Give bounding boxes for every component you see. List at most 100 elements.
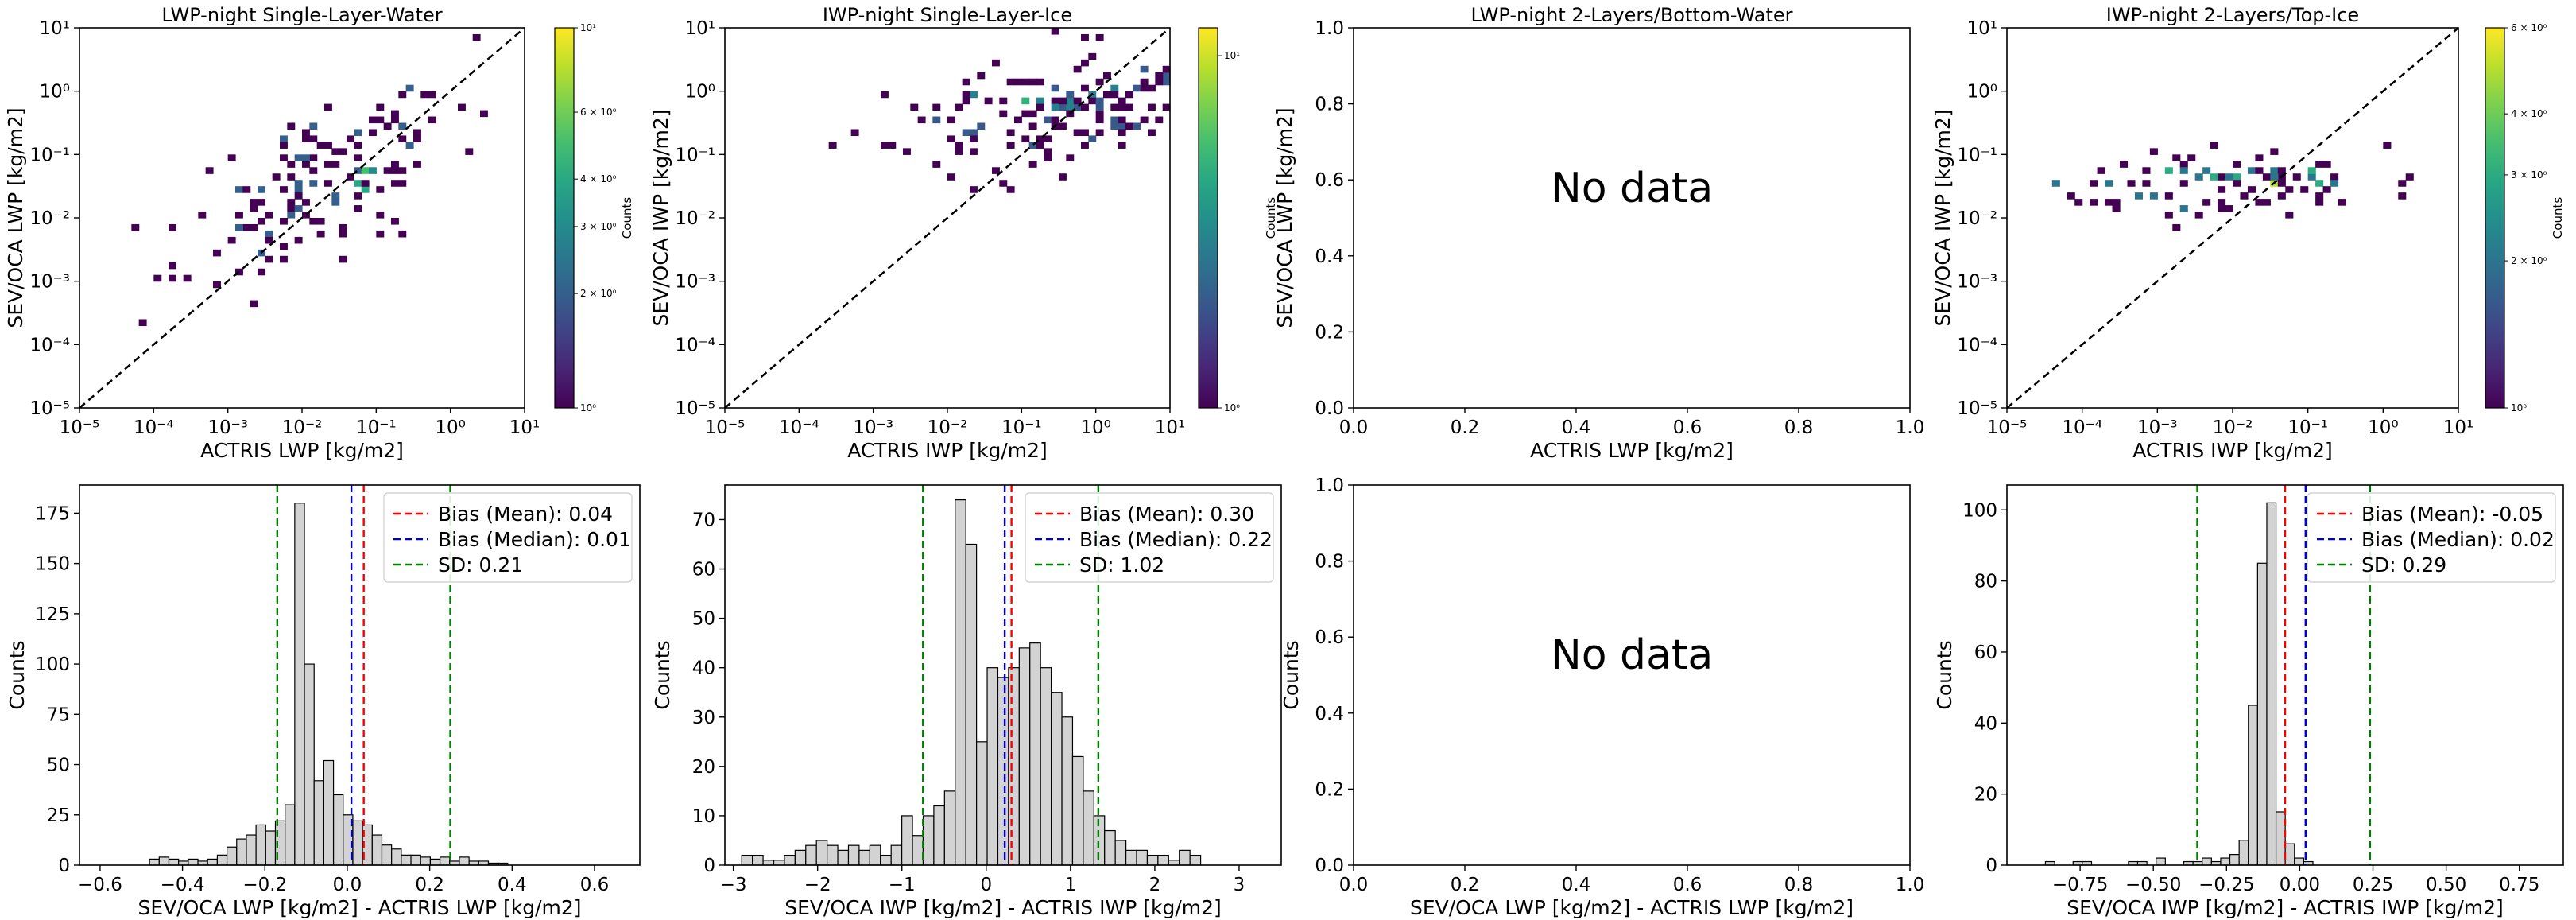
heatmap-cell <box>213 249 221 257</box>
histogram-bar <box>1168 860 1180 866</box>
heatmap-cell <box>398 122 407 130</box>
heatmap-cell <box>235 223 243 231</box>
heatmap-cell <box>309 218 318 225</box>
heatmap-cell <box>1103 91 1111 99</box>
plot-frame <box>79 484 641 866</box>
x-tick-label: 10¹ <box>2443 417 2474 438</box>
histogram-bar <box>149 858 160 866</box>
heatmap-cell <box>2187 154 2196 161</box>
heatmap-cell <box>1028 122 1037 130</box>
x-axis-label: SEV/OCA LWP [kg/m2] - ACTRIS LWP [kg/m2] <box>138 896 581 919</box>
heatmap-cell <box>280 186 288 193</box>
colorbar-tick-label: 10¹ <box>1224 50 1240 61</box>
y-tick-label: 10⁻⁵ <box>1957 398 1997 419</box>
heatmap-cell <box>258 268 265 276</box>
y-tick-label: 1.0 <box>1315 18 1344 39</box>
heatmap-cell <box>428 91 436 99</box>
heatmap-cell <box>962 97 970 105</box>
y-tick-label: 0.2 <box>1315 779 1344 800</box>
y-tick-label: 0.6 <box>1315 627 1344 648</box>
heatmap-cell <box>324 142 332 149</box>
heatmap-cell <box>2164 167 2173 174</box>
colorbar-tick-label: 6 × 10⁰ <box>2511 22 2547 33</box>
x-tick-label: −2 <box>804 875 831 895</box>
heatmap-cell <box>265 255 273 263</box>
y-tick-label: 10⁻⁵ <box>675 398 715 419</box>
histogram-bar <box>986 667 999 866</box>
histogram-bar <box>207 858 219 866</box>
y-axis-label: SEV/OCA IWP [kg/m2] <box>649 109 672 326</box>
heatmap-cell <box>2179 167 2188 174</box>
x-tick-label: 0.6 <box>1673 875 1702 895</box>
colorbar: 10⁰ 2 × 10⁰ 3 × 10⁰ 4 × 10⁰ 6 × 10⁰ Counts <box>2485 22 2565 413</box>
heatmap-cell <box>1073 129 1082 137</box>
heatmap-cell <box>962 129 970 137</box>
histogram-bar <box>827 844 839 866</box>
y-tick-label: 25 <box>47 805 70 826</box>
legend-entry: Bias (Mean): -0.05 <box>2361 503 2543 526</box>
heatmap-cell <box>347 135 354 142</box>
heatmap-cell <box>1140 78 1149 86</box>
heatmap-cell <box>1081 103 1089 111</box>
heatmap-cell <box>331 148 340 155</box>
heatmap-cell <box>2322 186 2331 193</box>
histogram-bar <box>794 849 807 866</box>
x-axis-label: SEV/OCA LWP [kg/m2] - ACTRIS LWP [kg/m2] <box>1410 896 1854 919</box>
heatmap-cell <box>1051 97 1059 105</box>
histogram-bar <box>933 805 945 866</box>
histogram-bar <box>943 790 956 866</box>
heatmap-cell <box>361 186 370 193</box>
heatmap-cell <box>294 192 303 200</box>
heatmap-cell <box>2277 180 2286 187</box>
x-tick-label: 0.0 <box>1339 417 1369 438</box>
legend-entry: SD: 1.02 <box>1079 553 1164 576</box>
histogram-bar <box>168 858 180 866</box>
legend-entry: SD: 0.21 <box>438 553 523 576</box>
heatmap-cell <box>970 148 978 155</box>
heatmap-cell <box>331 192 340 200</box>
heatmap-cell <box>1162 72 1171 80</box>
y-tick-label: 0 <box>703 856 715 876</box>
histogram-bar <box>255 824 266 866</box>
heatmap-cell <box>2067 192 2075 200</box>
y-tick-label: 10⁻³ <box>675 272 715 293</box>
heatmap-cell <box>316 230 325 238</box>
histogram-bar <box>1136 849 1149 866</box>
heatmap-cell <box>1021 78 1030 86</box>
heatmap-cell <box>347 173 354 181</box>
y-tick-label: 30 <box>692 708 715 728</box>
x-axis-label: ACTRIS LWP [kg/m2] <box>1530 439 1733 462</box>
heatmap-cell <box>1095 97 1104 105</box>
heatmap-cell <box>1059 122 1067 130</box>
identity-line <box>79 27 525 409</box>
heatmap-cell <box>369 167 377 174</box>
x-tick-label: 10⁰ <box>2368 417 2399 438</box>
x-tick-label: 10⁻⁵ <box>1987 417 2028 438</box>
heatmap-cell <box>2315 180 2324 187</box>
heatmap-cell <box>1006 78 1015 86</box>
heatmap-cell <box>2315 192 2324 200</box>
histogram-bar <box>459 856 470 866</box>
heatmap-cell <box>1036 78 1044 86</box>
heatmap-cell <box>280 243 288 250</box>
heatmap-cell <box>339 230 347 238</box>
y-tick-label: 10⁻² <box>675 208 715 229</box>
heatmap-cell <box>1066 154 1075 161</box>
x-tick-label: −0.2 <box>242 875 287 895</box>
heatmap-cell <box>205 167 214 174</box>
heatmap-cell <box>2255 154 2264 161</box>
heatmap-cell <box>2398 180 2407 187</box>
heatmap-cell <box>2330 173 2339 181</box>
heatmap-cell <box>309 122 318 130</box>
histogram-bars <box>2044 502 2314 866</box>
histogram-bar <box>784 854 796 866</box>
heatmap-cell <box>1095 129 1104 137</box>
y-tick-label: 10¹ <box>685 18 716 39</box>
x-tick-label: 0.00 <box>2280 875 2320 895</box>
scatter-density-panel-3: LWP-night 2-Layers/Bottom-Water 0.0 0.2 0.4… <box>1273 4 1924 462</box>
y-tick-label: 100 <box>1962 500 1997 521</box>
heatmap-cell <box>391 161 399 168</box>
